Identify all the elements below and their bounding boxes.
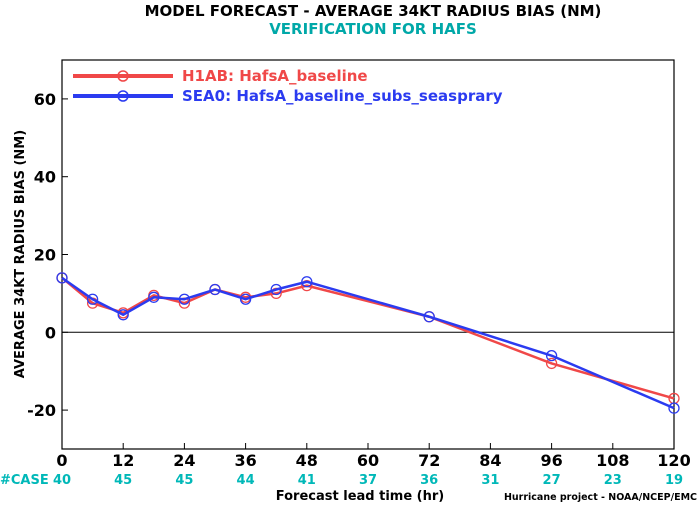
x-tick-label: 108 bbox=[596, 451, 629, 470]
legend-entry-sea0: SEA0: HafsA_baseline_subs_seasprary bbox=[73, 87, 503, 105]
series-1-point bbox=[270, 283, 282, 296]
series-1-point bbox=[545, 349, 558, 362]
series-0-point bbox=[545, 357, 558, 370]
case-count: 45 bbox=[175, 473, 193, 488]
series-layer bbox=[56, 272, 680, 414]
x-tick-label: 0 bbox=[56, 451, 67, 470]
case-count: 45 bbox=[114, 473, 132, 488]
case-count: 31 bbox=[481, 473, 499, 488]
x-tick-label: 84 bbox=[479, 451, 501, 470]
case-count: 44 bbox=[237, 473, 255, 488]
series-1-point bbox=[423, 311, 435, 323]
case-count: 40 bbox=[53, 473, 71, 488]
x-tick-label: 96 bbox=[540, 451, 562, 470]
y-axis-label: AVERAGE 34KT RADIUS BIAS (NM) bbox=[13, 130, 28, 378]
x-tick-label: 60 bbox=[357, 451, 379, 470]
series-1-point bbox=[148, 291, 160, 303]
x-axis-ticks: 0 12 24 36 48 60 72 84 96 108 120 bbox=[56, 443, 691, 470]
credit-text: Hurricane project - NOAA/NCEP/EMC bbox=[504, 492, 697, 503]
legend-marker-sea0 bbox=[117, 90, 129, 102]
y-axis-ticks: -20 0 20 40 60 bbox=[27, 90, 68, 420]
y-tick-label: 20 bbox=[34, 246, 56, 265]
legend: H1AB: HafsA_baseline SEA0: HafsA_baselin… bbox=[73, 67, 503, 105]
chart-title: MODEL FORECAST - AVERAGE 34KT RADIUS BIA… bbox=[145, 2, 602, 20]
series-1-point bbox=[301, 276, 313, 288]
series-1-point bbox=[239, 293, 252, 305]
series-line-1 bbox=[61, 276, 675, 410]
case-count: 37 bbox=[359, 473, 377, 488]
case-count: 23 bbox=[604, 473, 622, 488]
legend-marker-h1ab bbox=[117, 70, 129, 82]
series-line-0 bbox=[61, 276, 675, 400]
y-tick-label: 60 bbox=[34, 90, 56, 109]
x-tick-label: 48 bbox=[296, 451, 318, 470]
x-tick-label: 24 bbox=[173, 451, 195, 470]
x-tick-label: 12 bbox=[112, 451, 134, 470]
x-tick-label: 120 bbox=[657, 451, 690, 470]
y-tick-label: 40 bbox=[34, 168, 56, 187]
y-tick-label: 0 bbox=[45, 323, 56, 342]
case-count: 27 bbox=[543, 473, 561, 488]
series-1-point bbox=[209, 283, 221, 296]
series-1-point bbox=[86, 293, 99, 305]
legend-entry-h1ab: H1AB: HafsA_baseline bbox=[73, 67, 368, 85]
x-tick-label: 72 bbox=[418, 451, 440, 470]
plot-frame bbox=[61, 59, 675, 450]
x-axis-label: Forecast lead time (hr) bbox=[276, 489, 444, 504]
series-1-point bbox=[668, 402, 680, 414]
case-count: 36 bbox=[420, 473, 438, 488]
x-tick-label: 36 bbox=[234, 451, 256, 470]
case-count-row: #CASE 40 45 45 44 41 37 36 31 27 23 19 bbox=[0, 473, 683, 488]
case-count: 19 bbox=[665, 473, 683, 488]
series-1-point bbox=[56, 272, 68, 284]
series-1-point bbox=[117, 309, 129, 321]
legend-label-sea0: SEA0: HafsA_baseline_subs_seasprary bbox=[182, 87, 503, 105]
case-count: 41 bbox=[298, 473, 316, 488]
legend-label-h1ab: H1AB: HafsA_baseline bbox=[182, 67, 368, 85]
y-tick-label: -20 bbox=[27, 401, 56, 420]
case-label: #CASE bbox=[0, 473, 49, 488]
series-1-point bbox=[178, 293, 191, 305]
chart-subtitle: VERIFICATION FOR HAFS bbox=[269, 20, 477, 38]
